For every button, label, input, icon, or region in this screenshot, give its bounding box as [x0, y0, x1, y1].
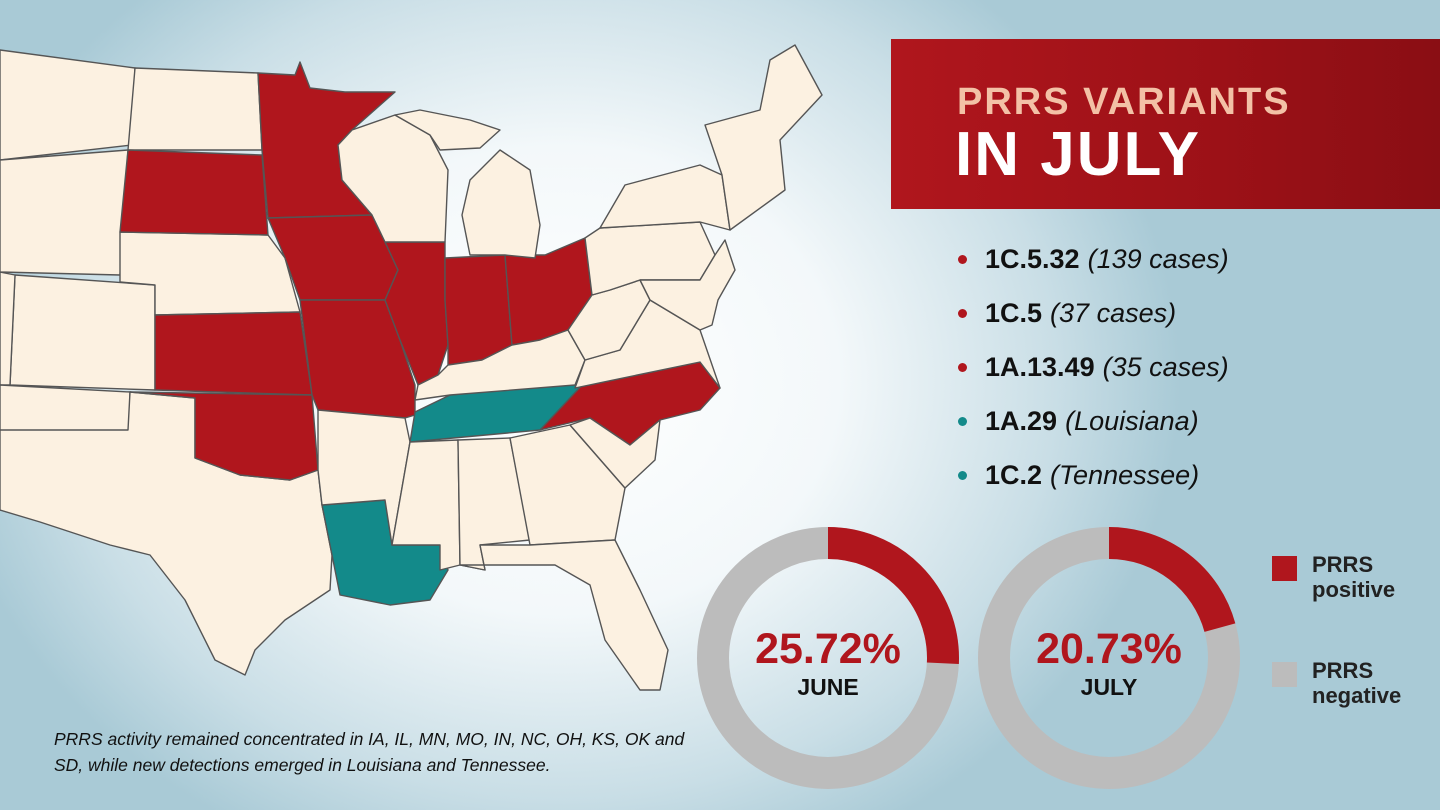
state-tn — [409, 381, 586, 443]
variant-code: 1A.13.49 — [985, 351, 1095, 382]
legend-negative-label: PRRS negative — [1312, 658, 1440, 708]
variant-note: (Tennessee) — [1050, 459, 1200, 490]
state-ok — [129, 391, 319, 481]
bullet-dot-icon — [958, 470, 967, 480]
variant-code: 1C.2 — [985, 459, 1043, 490]
bullet-dot-icon — [958, 362, 967, 372]
variant-item: 1C.5.32 (139 cases) — [958, 232, 1428, 286]
donut-june-month: JUNE — [797, 674, 859, 700]
state-mt — [0, 49, 136, 161]
legend-negative-swatch — [1272, 662, 1297, 687]
variant-code: 1C.5 — [985, 297, 1043, 328]
donut-june: 25.72% JUNE — [697, 527, 959, 789]
state-ks — [154, 311, 313, 396]
donut-july: 20.73% JULY — [978, 527, 1240, 789]
title-line-2: IN JULY — [955, 120, 1202, 189]
state-ny — [599, 164, 731, 231]
state-sc — [569, 417, 661, 489]
state-nd — [127, 67, 263, 151]
state-new-england — [704, 44, 823, 231]
state-co — [9, 274, 156, 391]
state-md-de-nj — [639, 239, 736, 331]
donut-july-percent: 20.73% — [1036, 625, 1182, 673]
state-ar — [317, 409, 411, 546]
us-map — [0, 44, 823, 691]
state-mi-up — [394, 109, 501, 151]
legend-label-line: negative — [1312, 683, 1402, 708]
donut-june-ring — [697, 527, 959, 789]
state-wy — [0, 149, 129, 276]
donut-positive-arc — [978, 527, 1240, 789]
state-ga — [509, 424, 626, 546]
state-in — [444, 254, 513, 366]
bullet-dot-icon — [958, 254, 967, 264]
variant-code: 1A.29 — [985, 405, 1058, 436]
legend-label-line: PRRS — [1312, 658, 1374, 683]
bullet-dot-icon — [958, 416, 967, 426]
variant-note: (37 cases) — [1050, 297, 1177, 328]
bullet-dot-icon — [958, 308, 967, 318]
state-fl — [459, 539, 669, 691]
variant-note: (139 cases) — [1087, 243, 1229, 274]
variant-note: (Louisiana) — [1065, 405, 1199, 436]
variants-list: 1C.5.32 (139 cases) 1C.5 (37 cases) 1A.1… — [958, 232, 1428, 502]
donut-july-month: JULY — [1080, 674, 1138, 700]
state-sd — [119, 149, 269, 236]
donut-june-percent: 25.72% — [755, 625, 901, 673]
legend-label-line: PRRS — [1312, 552, 1374, 577]
map-caption: PRRS activity remained concentrated in I… — [54, 729, 685, 775]
variant-item: 1C.5 (37 cases) — [958, 286, 1428, 340]
donut-july-ring — [978, 527, 1240, 789]
variant-code: 1C.5.32 — [985, 243, 1080, 274]
legend-positive-swatch — [1272, 556, 1297, 581]
donut-positive-arc — [697, 527, 959, 789]
variant-item: 1A.13.49 (35 cases) — [958, 340, 1428, 394]
legend-positive-label: PRRS positive — [1312, 552, 1440, 602]
variant-item: 1C.2 (Tennessee) — [958, 448, 1428, 502]
state-mi — [461, 149, 541, 259]
variant-item: 1A.29 (Louisiana) — [958, 394, 1428, 448]
variant-note: (35 cases) — [1102, 351, 1229, 382]
legend-label-line: positive — [1312, 577, 1396, 602]
state-ky — [414, 329, 586, 401]
title-banner: PRRS VARIANTS IN JULY — [891, 39, 1440, 209]
title-line-1: PRRS VARIANTS — [957, 81, 1291, 123]
